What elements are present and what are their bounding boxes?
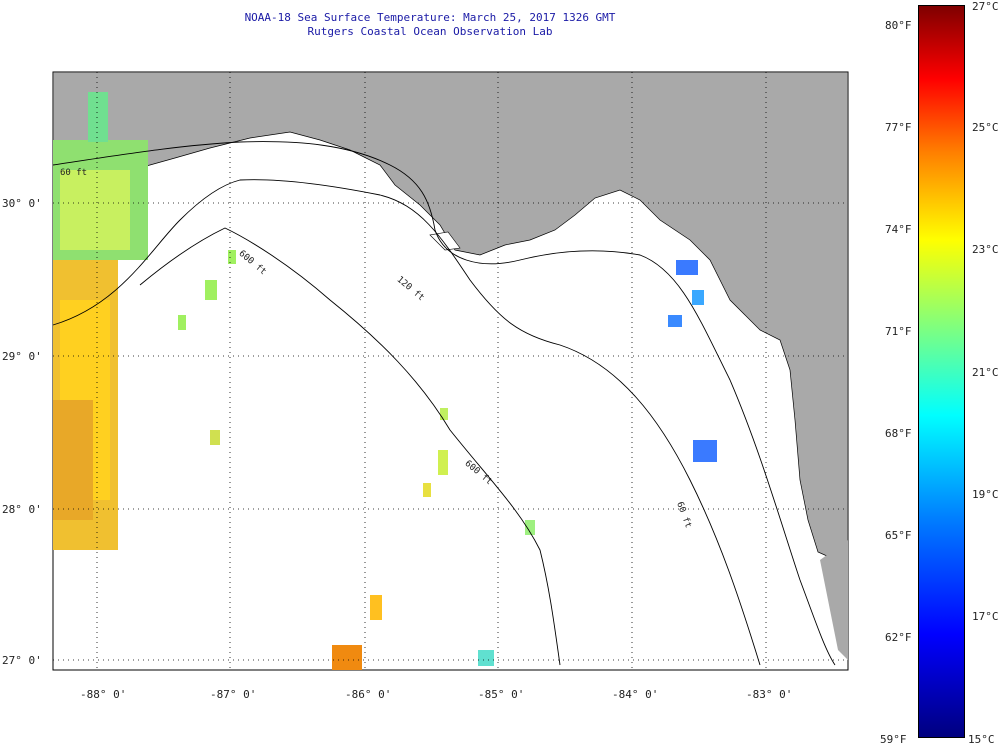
f-tick-68: 68°F (885, 427, 912, 440)
map-subtitle: Rutgers Coastal Ocean Observation Lab (307, 25, 553, 38)
lat-label-27: 27° 0' (2, 654, 42, 667)
f-tick-77: 77°F (885, 121, 912, 134)
lat-label-28: 28° 0' (2, 503, 42, 516)
c-tick-21: 21°C (972, 366, 999, 379)
f-tick-74: 74°F (885, 223, 912, 236)
sst-patches (53, 92, 717, 670)
land-south (820, 540, 848, 660)
c-tick-15: 15°C (968, 733, 995, 746)
lat-label-30: 30° 0' (2, 197, 42, 210)
temperature-colorbar (918, 5, 965, 738)
c-tick-23: 23°C (972, 243, 999, 256)
map-title: NOAA-18 Sea Surface Temperature: March 2… (244, 11, 616, 24)
c-tick-25: 25°C (972, 121, 999, 134)
lon-label-86: -86° 0' (345, 688, 392, 701)
isobaths (52, 141, 836, 666)
f-tick-65: 65°F (885, 529, 912, 542)
f-tick-71: 71°F (885, 325, 912, 338)
contour-label-60ft: 60 ft (60, 168, 88, 178)
lat-label-29: 29° 0' (2, 350, 42, 363)
lon-label-84: -84° 0' (612, 688, 659, 701)
c-tick-19: 19°C (972, 488, 999, 501)
f-tick-62: 62°F (885, 631, 912, 644)
f-tick-80: 80°F (885, 19, 912, 32)
lon-label-85: -85° 0' (478, 688, 525, 701)
f-tick-59: 59°F (880, 733, 907, 746)
c-tick-17: 17°C (972, 610, 999, 623)
lon-label-87: -87° 0' (210, 688, 257, 701)
c-tick-27: 27°C (972, 0, 999, 13)
lon-label-83: -83° 0' (746, 688, 793, 701)
lon-label-88: -88° 0' (80, 688, 127, 701)
